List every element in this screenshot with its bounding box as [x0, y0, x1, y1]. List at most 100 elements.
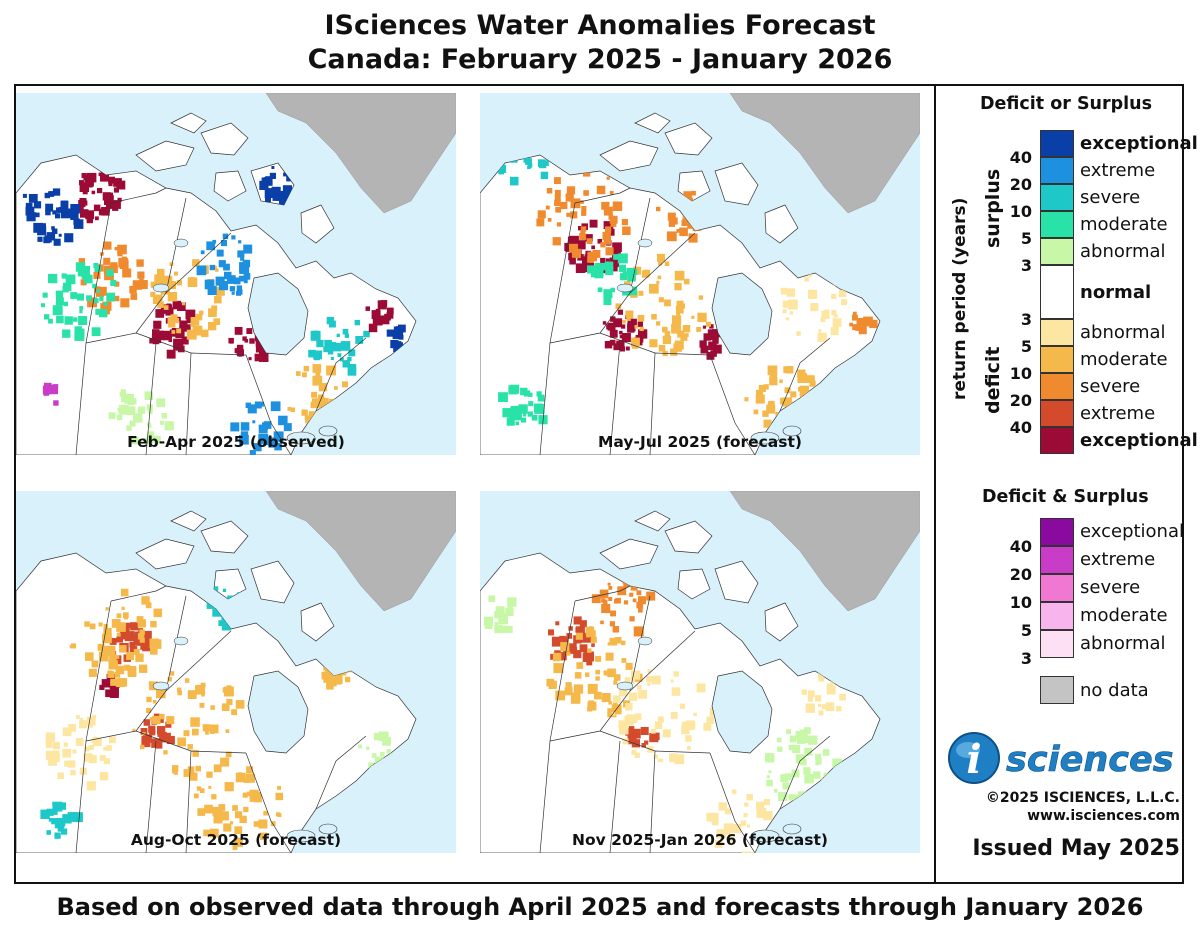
anomaly-cell	[818, 329, 822, 333]
anomaly-cell	[768, 400, 775, 408]
anomaly-cell	[82, 189, 88, 195]
anomaly-cell	[856, 318, 865, 327]
legend-divider	[934, 84, 936, 884]
anomaly-cell	[56, 297, 64, 306]
anomaly-cell	[171, 330, 176, 334]
anomaly-cell	[633, 626, 644, 637]
anomaly-cell	[118, 257, 128, 268]
anomaly-cell	[747, 824, 751, 828]
anomaly-cell	[632, 729, 637, 734]
anomaly-cell	[595, 676, 600, 681]
anomaly-cell	[272, 191, 283, 201]
anomaly-cell	[575, 626, 582, 633]
anomaly-cell	[588, 700, 594, 707]
anomaly-cell	[630, 670, 641, 680]
anomaly-cell	[103, 302, 108, 306]
anomaly-cell	[674, 340, 684, 350]
anomaly-cell	[86, 178, 94, 187]
arctic-island	[200, 122, 249, 156]
anomaly-cell	[147, 601, 151, 606]
anomaly-cell	[601, 604, 611, 614]
anomaly-cell	[744, 802, 749, 807]
anomaly-cell	[183, 730, 190, 737]
anomaly-cell	[621, 219, 628, 226]
anomaly-cell	[790, 391, 797, 398]
anomaly-cell	[366, 746, 370, 750]
anomaly-cell	[123, 612, 129, 618]
anomaly-cell	[855, 326, 860, 331]
anomaly-cell	[116, 632, 121, 637]
anomaly-cell	[110, 689, 119, 698]
anomaly-cell	[838, 289, 847, 298]
anomaly-cell	[83, 174, 89, 181]
anomaly-cell	[371, 310, 381, 320]
anomaly-cell	[554, 194, 561, 201]
anomaly-cell	[676, 300, 684, 308]
anomaly-cell	[85, 652, 94, 661]
anomaly-cell	[507, 597, 517, 607]
anomaly-cell	[712, 329, 721, 338]
anomaly-cell	[53, 238, 61, 246]
map-title: ISciences Water Anomalies Forecast	[324, 10, 876, 41]
anomaly-cell	[229, 286, 236, 292]
map-panel-feb-apr: Feb-Apr 2025 (observed)	[16, 93, 456, 455]
anomaly-cell	[48, 273, 58, 284]
isciences-logo: i sciences	[944, 726, 1190, 786]
anomaly-cell	[580, 226, 587, 232]
anomaly-cell	[330, 356, 334, 360]
anomaly-cell	[207, 285, 217, 295]
anomaly-cell	[571, 248, 581, 258]
anomaly-cell	[821, 704, 827, 710]
anomaly-cell	[226, 698, 233, 706]
anomaly-cell	[108, 176, 115, 184]
anomaly-cell	[223, 823, 232, 832]
anomaly-cell	[237, 250, 245, 258]
anomaly-cell	[37, 236, 43, 242]
anomaly-cell	[832, 758, 842, 769]
anomaly-cell	[156, 742, 163, 749]
anomaly-cell	[804, 277, 809, 282]
anomaly-cell	[586, 633, 590, 638]
anomaly-cell	[99, 309, 108, 318]
hudson-bay	[247, 670, 309, 754]
anomaly-cell	[168, 338, 172, 342]
anomaly-cell	[628, 726, 635, 732]
anomaly-cell	[646, 675, 653, 682]
legend-deficit-swatch-abnormal	[1040, 319, 1074, 346]
anomaly-cell	[140, 641, 149, 650]
arctic-island	[764, 204, 799, 244]
anomaly-cell	[681, 220, 688, 226]
anomaly-cell	[168, 281, 176, 290]
anomaly-cell	[607, 642, 611, 646]
anomaly-cell	[682, 325, 691, 333]
anomaly-cell	[114, 247, 118, 251]
anomaly-cell	[46, 808, 54, 816]
anomaly-cell	[613, 695, 621, 704]
anomaly-cell	[93, 263, 99, 268]
anomaly-cell	[259, 351, 266, 359]
arctic-island	[170, 510, 207, 532]
anomaly-cell	[348, 364, 357, 372]
anomaly-cell	[78, 207, 84, 212]
anomaly-cell	[579, 233, 587, 240]
anomaly-cell	[605, 258, 609, 262]
legend-surplus-swatch-severe	[1040, 184, 1074, 211]
great-lakes	[782, 425, 802, 437]
anomaly-cell	[803, 727, 811, 735]
anomaly-cell	[277, 785, 281, 790]
anomaly-cell	[512, 178, 518, 185]
anomaly-cell	[52, 801, 63, 812]
legend-both-label-exceptional: exceptional	[1080, 521, 1185, 542]
anomaly-cell	[202, 724, 210, 732]
anomaly-cell	[42, 223, 46, 227]
anomaly-cell	[605, 652, 614, 661]
anomaly-cell	[199, 702, 205, 708]
anomaly-cell	[788, 744, 794, 751]
anomaly-cell	[187, 277, 198, 287]
anomaly-cell	[514, 413, 522, 421]
anomaly-cell	[98, 208, 106, 216]
anomaly-cell	[780, 397, 787, 405]
anomaly-cell	[193, 793, 199, 799]
anomaly-cell	[318, 383, 328, 392]
anomaly-cell	[55, 290, 64, 298]
